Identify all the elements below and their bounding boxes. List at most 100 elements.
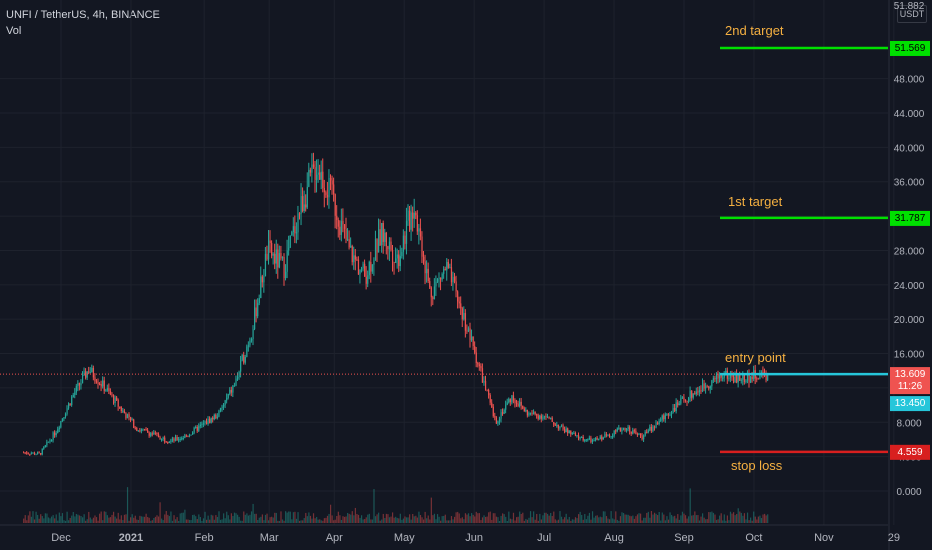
- volume-bar: [657, 515, 659, 523]
- volume-bar: [373, 489, 375, 523]
- volume-bar: [57, 520, 59, 523]
- candle: [399, 256, 401, 267]
- volume-bar: [517, 516, 519, 523]
- volume-bar: [246, 513, 248, 523]
- candle: [714, 378, 716, 380]
- volume-bar: [168, 516, 170, 523]
- candle: [694, 393, 696, 395]
- volume-bar: [188, 519, 191, 523]
- candle: [233, 385, 236, 387]
- y-tick-label: 16.000: [894, 350, 925, 361]
- volume-bar: [334, 519, 336, 523]
- candle: [390, 241, 392, 251]
- candle: [351, 246, 353, 263]
- badge-1st-target[interactable]: [890, 210, 930, 226]
- volume-bar: [522, 512, 524, 523]
- volume-bar: [736, 513, 738, 523]
- volume-bar: [477, 513, 479, 523]
- volume-bar: [729, 511, 732, 523]
- volume-bar: [117, 512, 119, 523]
- volume-bar: [610, 511, 612, 523]
- volume-bar: [35, 511, 37, 523]
- candle: [78, 382, 81, 386]
- candle: [370, 261, 372, 272]
- volume-bar: [624, 514, 626, 523]
- x-tick-label: Mar: [260, 532, 279, 544]
- volume-bar: [639, 513, 642, 523]
- volume-bar: [405, 517, 408, 523]
- currency-label[interactable]: USDT: [897, 5, 927, 23]
- x-tick-label: Dec: [51, 532, 71, 544]
- volume-bar: [746, 512, 749, 523]
- candle: [94, 377, 96, 382]
- candle: [433, 286, 436, 299]
- candle: [378, 229, 380, 253]
- candle: [254, 307, 256, 330]
- volume-bar: [441, 516, 443, 523]
- badge-stop-loss[interactable]: [890, 444, 930, 460]
- volume-bar: [691, 515, 693, 523]
- candle: [525, 409, 527, 412]
- volume-bar: [480, 520, 482, 523]
- candle: [232, 385, 234, 393]
- candle: [179, 438, 181, 440]
- candle: [471, 336, 473, 341]
- y-tick-label: 51.882: [894, 1, 925, 12]
- volume-bar: [534, 519, 536, 523]
- volume-bar: [619, 516, 622, 523]
- volume-indicator-label[interactable]: Vol: [6, 25, 22, 37]
- symbol-title[interactable]: UNFI / TetherUS, 4h, BINANCE: [6, 9, 160, 21]
- candle: [418, 228, 420, 232]
- volume-bar: [181, 512, 183, 523]
- volume-bar: [759, 515, 761, 523]
- volume-bar: [564, 517, 566, 523]
- candle: [192, 432, 194, 435]
- volume-bar: [30, 516, 33, 523]
- candle: [240, 360, 242, 372]
- candle: [599, 436, 601, 440]
- candle: [497, 421, 499, 424]
- badge-2nd-target[interactable]: [890, 40, 930, 56]
- candle: [419, 228, 422, 237]
- candle: [464, 313, 467, 331]
- volume-bar: [351, 511, 353, 523]
- candle: [212, 417, 214, 420]
- badge-current-price[interactable]: [890, 396, 930, 412]
- candle: [170, 440, 172, 443]
- candle: [539, 415, 541, 419]
- volume-bar: [697, 515, 699, 523]
- candle: [165, 441, 167, 443]
- candle: [429, 281, 431, 288]
- candle: [289, 235, 291, 248]
- candle: [574, 433, 577, 436]
- candle: [63, 417, 65, 419]
- candle: [198, 426, 200, 431]
- volume-bar: [159, 502, 161, 523]
- volume-bar: [46, 513, 48, 523]
- volume-bar: [137, 519, 139, 523]
- volume-bar: [92, 517, 95, 523]
- volume-bar: [229, 519, 231, 523]
- volume-bar: [47, 517, 50, 523]
- volume-bar: [604, 511, 606, 523]
- volume-bar: [393, 517, 395, 523]
- candle: [207, 418, 209, 425]
- candle: [581, 436, 583, 438]
- badge-entry-price[interactable]: [890, 367, 930, 395]
- candle: [168, 442, 170, 444]
- candle: [336, 215, 338, 220]
- volume-bar: [565, 513, 567, 523]
- volume-bar: [443, 515, 445, 523]
- volume-bar: [151, 520, 153, 523]
- candle: [126, 414, 129, 419]
- volume-bar: [157, 516, 160, 523]
- volume-bar: [560, 516, 563, 523]
- volume-bar: [460, 518, 462, 523]
- volume-bar: [368, 513, 370, 523]
- candle: [291, 232, 293, 236]
- volume-bar: [179, 513, 181, 523]
- volume-bar: [596, 515, 598, 523]
- candle: [317, 172, 319, 175]
- volume-bar: [701, 513, 704, 523]
